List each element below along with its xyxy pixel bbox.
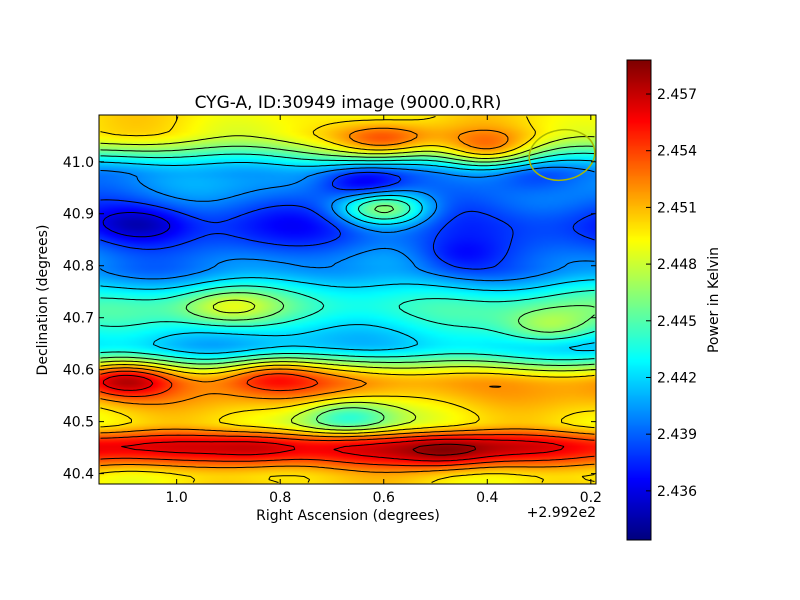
colorbar-tick-label: 2.436 (657, 484, 697, 500)
colorbar-tick-label: 2.448 (657, 257, 697, 273)
colorbar-tick-label: 2.439 (657, 427, 697, 443)
x-offset-label: +2.992e2 (527, 505, 596, 521)
contour-path (100, 116, 595, 483)
x-tick-label: 0.8 (269, 490, 291, 506)
y-tick-label: 41.0 (63, 155, 94, 171)
plot-frame (98, 114, 597, 485)
colorbar-gradient (627, 60, 651, 540)
colorbar-tick-label: 2.442 (657, 370, 697, 386)
beam-ellipse (528, 128, 596, 182)
y-tick-label: 40.5 (63, 415, 94, 431)
x-tick-label: 0.6 (373, 490, 395, 506)
y-axis: 40.4 40.5 40.6 40.7 40.8 40.9 41.0 (63, 155, 596, 483)
x-tick-label: 1.0 (166, 490, 188, 506)
chart-title: CYG-A, ID:30949 image (9000.0,RR) (195, 93, 502, 113)
x-axis: 1.0 0.8 0.6 0.4 0.2 (166, 115, 602, 506)
colorbar-tick-label: 2.445 (657, 314, 697, 330)
y-axis-label: Declination (degrees) (35, 225, 51, 376)
colorbar-tick-label: 2.454 (657, 144, 697, 160)
y-tick-label: 40.6 (63, 363, 94, 379)
x-axis-label: Right Ascension (degrees) (256, 508, 440, 524)
y-tick-label: 40.9 (63, 207, 94, 223)
x-tick-label: 0.2 (580, 490, 602, 506)
colorbar: 2.436 2.439 2.442 2.445 2.448 2.451 2.454 2.457… (626, 59, 722, 541)
contour-lines (100, 116, 595, 483)
colorbar-tick-label: 2.451 (657, 200, 697, 216)
heatmap-image (99, 115, 596, 484)
y-tick-label: 40.4 (63, 467, 94, 483)
heatmap-plot (98, 114, 597, 485)
colorbar-tick-label: 2.457 (657, 87, 697, 103)
y-tick-label: 40.8 (63, 259, 94, 275)
colorbar-label: Power in Kelvin (706, 247, 722, 353)
colorbar-ticks: 2.436 2.439 2.442 2.445 2.448 2.451 2.454 2.457 (646, 87, 697, 500)
colorbar-frame (626, 59, 652, 541)
x-tick-label: 0.4 (476, 490, 498, 506)
y-tick-label: 40.7 (63, 311, 94, 327)
